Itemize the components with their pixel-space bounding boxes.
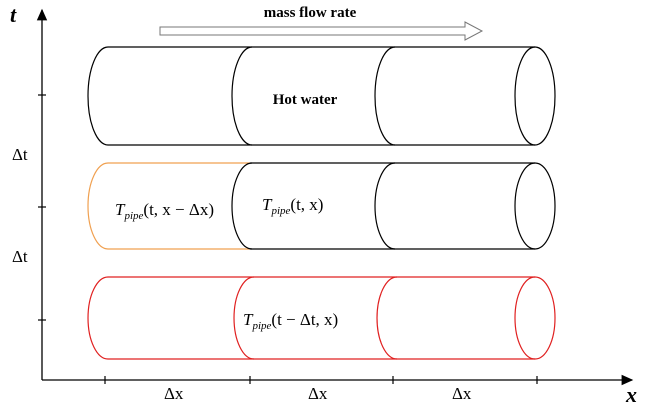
delta-x-label: Δx: [164, 384, 184, 403]
temperature-label: Tpipe(t, x): [262, 195, 323, 217]
t-axis-label: t: [10, 2, 17, 27]
flow-label: mass flow rate: [264, 5, 357, 21]
pipe-row: [87, 276, 556, 360]
pipe-row: [87, 162, 556, 250]
ticks: [38, 94, 538, 384]
delta-x-label: Δx: [308, 384, 328, 403]
hot-water-label: Hot water: [273, 92, 338, 108]
x-axis-label: x: [625, 382, 637, 407]
temperature-label: Tpipe(t, x − Δx): [115, 200, 214, 222]
temperature-label: Tpipe(t − Δt, x): [243, 310, 338, 332]
delta-x-label: Δx: [452, 384, 472, 403]
flow-arrow: [159, 21, 484, 41]
delta-t-label: Δt: [12, 145, 28, 164]
pipe-row: [87, 46, 556, 146]
delta-t-label: Δt: [12, 247, 28, 266]
